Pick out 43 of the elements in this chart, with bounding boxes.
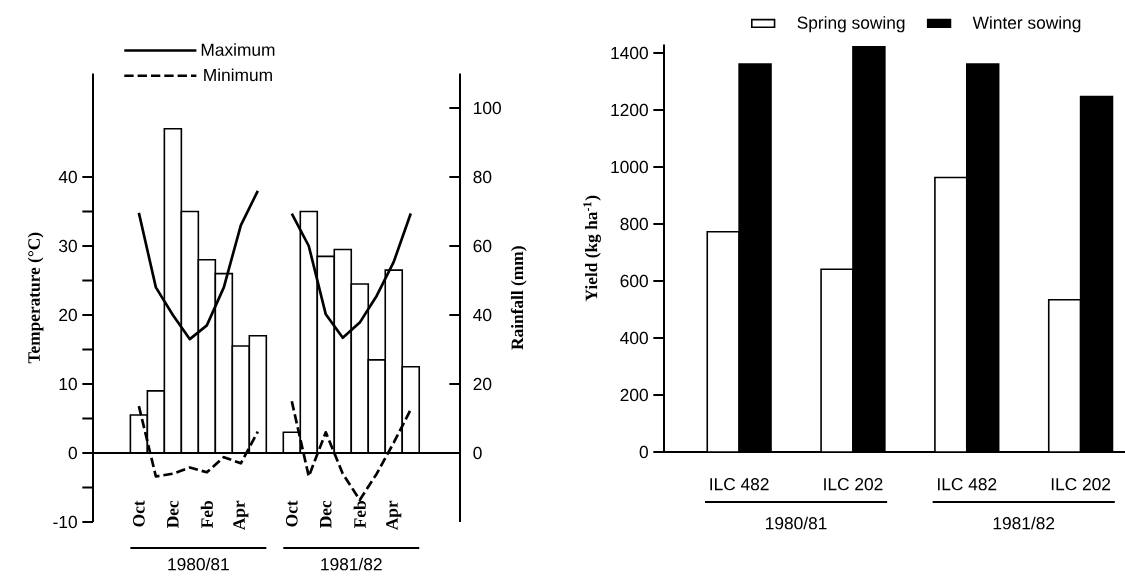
text: 1980/81 [766,516,827,530]
y2-axis-title: Rainfall (mm) [510,246,527,350]
x-tick-label: Dec [320,500,332,528]
legend-label: Spring sowing [797,16,905,33]
text: 1981/82 [321,557,382,571]
x-tick-label: Feb [353,501,366,529]
x-tick-label: Oct [285,500,298,527]
x-tick-label: Apr [386,500,402,531]
text: 1980/81 [168,557,229,571]
legend-label: Maximum [201,43,275,56]
legend-label: Minimum [204,68,272,82]
y-axis-title: Temperature (°C) [27,232,44,364]
x-tick-label: ILC 482 [938,478,997,491]
y2-tick-label: 40 [473,308,492,322]
y2-tick-label: 80 [473,170,492,184]
y-tick-label: 800 [620,217,648,231]
x-tick-label: Oct [133,500,145,527]
y2-tick-label: 0 [473,446,482,460]
y-tick-label: 200 [620,388,648,402]
x-tick-label: ILC 202 [1051,478,1111,491]
x-tick-label: ILC 482 [710,478,769,491]
x-tick-label: Dec [167,500,179,528]
x-tick-label: Feb [200,501,213,529]
y2-tick-label: 100 [474,101,501,115]
y2-tick-label: 60 [473,239,492,253]
y-tick-label: 20 [59,308,77,322]
x-tick-label: Apr [233,500,249,531]
y-tick-label: 0 [68,446,77,460]
y-tick-label: 1000 [611,160,648,174]
y-axis-title: Yield (kg ha$^{-1}$) [583,195,601,302]
y2-tick-label: 20 [473,377,492,391]
y-tick-label: 600 [620,274,648,288]
y-tick-label: 400 [620,331,648,345]
y-tick-label: 1200 [611,103,648,117]
y-tick-label: 1400 [611,46,648,60]
y-tick-label: -10 [53,515,77,529]
x-tick-label: ILC 202 [824,478,883,491]
y-tick-label: 10 [59,377,77,391]
y-tick-label: 40 [58,170,77,184]
text: 1981/82 [993,516,1055,530]
legend-label: Winter sowing [972,16,1081,33]
y-tick-label: 30 [59,239,77,253]
y-tick-label: 0 [639,445,648,459]
